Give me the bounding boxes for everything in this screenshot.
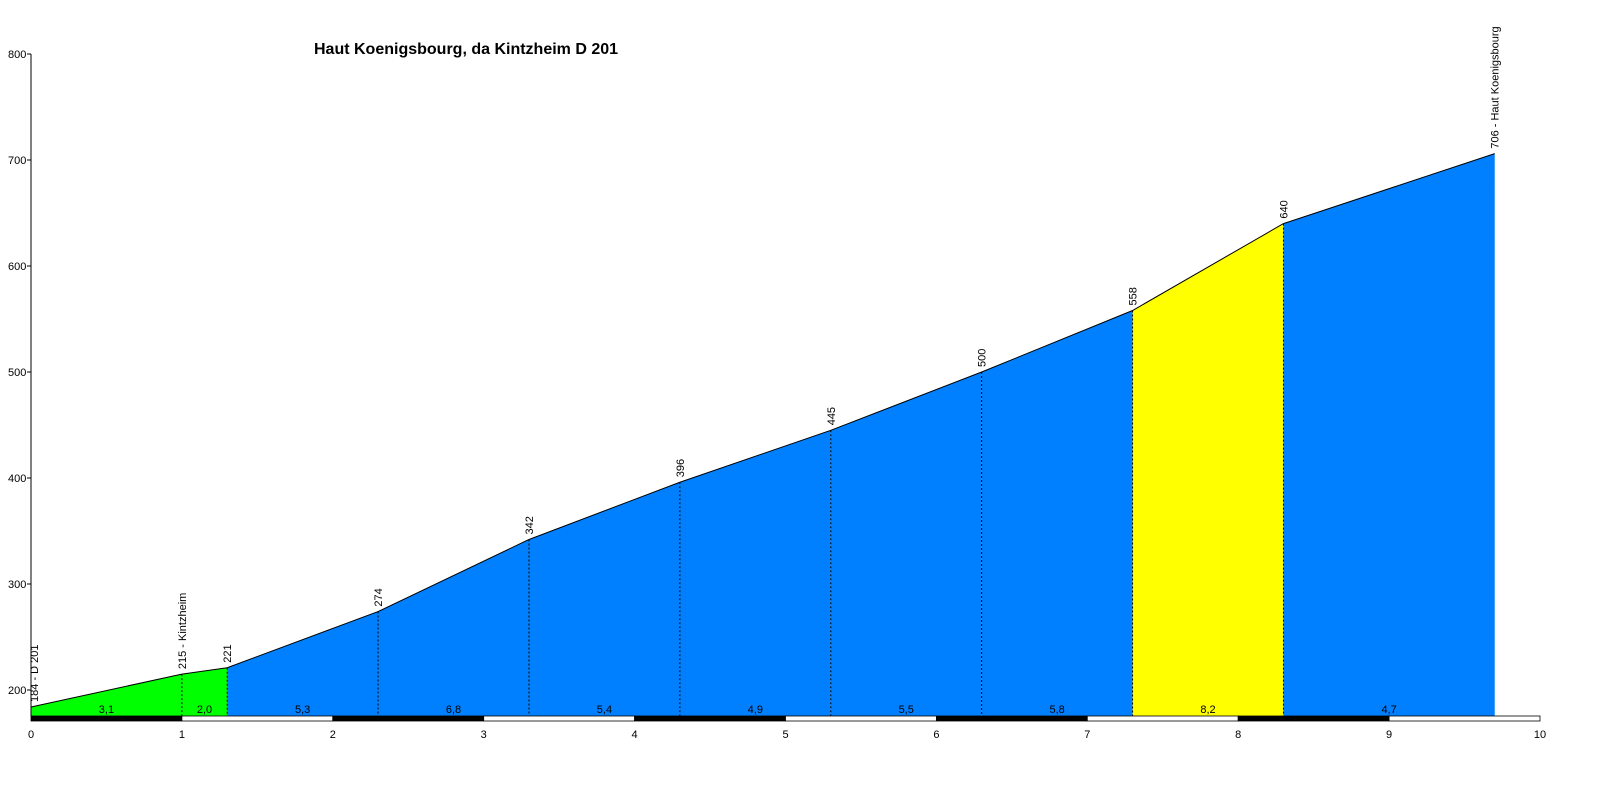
y-tick-label: 300 (8, 579, 26, 591)
segment-area (1283, 153, 1495, 716)
x-tick-label: 2 (330, 729, 336, 741)
altitude-label: 500 (977, 349, 989, 367)
segment-area (181, 667, 228, 716)
altitude-label: 215 - Kintzheim (177, 593, 189, 669)
altitude-label: 396 (675, 459, 687, 477)
segment-area (1132, 223, 1284, 716)
distance-scale-bar (30, 715, 1541, 722)
gradient-label: 6,8 (446, 704, 461, 716)
profile-line-segment (1283, 153, 1495, 225)
x-tick-label: 4 (632, 729, 638, 741)
gradient-label: 3,1 (99, 704, 114, 716)
scale-bar-block (785, 715, 937, 722)
gradient-labels: 3,1 2,0 5,3 6,8 5,4 4,9 5,5 5,8 8,2 4,7 (99, 704, 1397, 716)
altitude-label: 221 (222, 644, 234, 662)
x-tick-label: 8 (1235, 729, 1241, 741)
altitude-label: 445 (826, 407, 838, 425)
scale-bar-block (634, 715, 786, 722)
scale-bar-block (1388, 715, 1541, 722)
segment-area (528, 482, 680, 716)
x-tick-label: 0 (28, 729, 34, 741)
gradient-label: 5,4 (597, 704, 612, 716)
altitude-label: 274 (373, 588, 385, 606)
profile-line-segment (30, 673, 183, 708)
segment-area (227, 611, 379, 716)
altitude-label: 342 (524, 516, 536, 534)
x-tick-label: 3 (481, 729, 487, 741)
x-tick-label: 10 (1534, 729, 1546, 741)
segment-area (31, 674, 182, 716)
gradient-label: 2,0 (197, 704, 212, 716)
y-tick-label: 500 (8, 367, 26, 379)
altitude-label: 640 (1278, 200, 1290, 218)
gradient-label: 5,3 (295, 704, 310, 716)
scale-bar-block (332, 715, 485, 722)
y-tick-label: 700 (8, 155, 26, 167)
profile-line-segment (981, 310, 1133, 373)
segment-area (981, 310, 1133, 716)
profile-line-segment (830, 371, 982, 431)
gradient-label: 5,5 (899, 704, 914, 716)
gradient-label: 4,7 (1381, 704, 1396, 716)
x-tick-label: 7 (1084, 729, 1090, 741)
profile-line-segment (679, 429, 831, 483)
x-tick-label: 6 (933, 729, 939, 741)
gradient-label: 4,9 (748, 704, 763, 716)
x-axis: 0 1 2 3 4 5 6 7 8 9 10 (28, 729, 1546, 741)
scale-bar-block (483, 715, 636, 722)
y-tick-label: 200 (8, 685, 26, 697)
chart-title: Haut Koenigsbourg, da Kintzheim D 201 (314, 41, 618, 58)
x-tick-label: 5 (782, 729, 788, 741)
segment-dividers (181, 223, 1284, 716)
scale-bar-block (1086, 715, 1239, 722)
x-tick-label: 1 (179, 729, 185, 741)
altitude-labels: 184 - D 201 215 - Kintzheim 221 274 342 396 44… (29, 26, 1502, 702)
scale-bar-block (936, 715, 1088, 722)
gradient-label: 8,2 (1200, 704, 1215, 716)
altitude-label: 558 (1128, 287, 1140, 305)
profile-line (30, 153, 1495, 708)
profile-line-segment (181, 667, 228, 675)
profile-line-segment (226, 611, 379, 669)
gradient-label: 5,8 (1049, 704, 1064, 716)
profile-segments (31, 153, 1495, 716)
y-tick-label: 400 (8, 473, 26, 485)
y-tick-label: 800 (8, 49, 26, 61)
x-tick-label: 9 (1386, 729, 1392, 741)
altitude-label: 184 - D 201 (29, 644, 41, 701)
y-axis: 200 300 400 500 600 700 800 (8, 49, 32, 716)
profile-line-segment (1132, 223, 1284, 311)
y-tick-label: 600 (8, 261, 26, 273)
altitude-label: 706 - Haut Koenigsbourg (1490, 26, 1502, 148)
profile-line-segment (528, 481, 681, 540)
segment-area (378, 539, 529, 716)
scale-bar-block (1237, 715, 1390, 722)
profile-line-segment (377, 539, 530, 613)
scale-bar-block (30, 715, 183, 722)
scale-bar-block (181, 715, 334, 722)
segment-area (830, 372, 982, 716)
segment-area (679, 430, 831, 716)
